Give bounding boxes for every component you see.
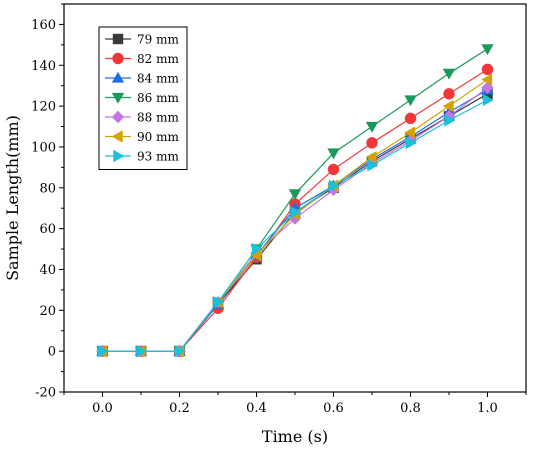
data-point: [365, 150, 377, 164]
y-tick-label: 40: [39, 263, 56, 278]
legend-item: 90 mm: [105, 130, 179, 144]
y-tick-label: 140: [31, 59, 56, 74]
x-tick-label: 0.4: [246, 401, 267, 416]
y-tick-label: 120: [31, 100, 56, 115]
data-point: [443, 88, 455, 100]
data-point: [442, 99, 454, 113]
data-point: [404, 112, 417, 125]
legend-item: 79 mm: [105, 33, 179, 47]
legend-label: 90 mm: [137, 130, 179, 144]
data-point: [213, 295, 225, 309]
data-point: [365, 121, 379, 133]
data-point: [482, 93, 494, 107]
legend: 79 mm 82 mm 84 mm 86 mm 88 mm 90 mm 93 mm: [98, 26, 188, 170]
y-tick-label: 0: [48, 345, 56, 360]
x-axis-title: Time (s): [262, 427, 328, 446]
x-tick-label: 1.0: [477, 401, 498, 416]
data-point: [290, 206, 302, 219]
data-point: [481, 63, 494, 76]
legend-item: 86 mm: [105, 91, 179, 105]
data-point: [442, 68, 456, 80]
legend-marker: [112, 33, 124, 45]
data-point: [442, 110, 456, 123]
legend-item: 93 mm: [105, 150, 179, 164]
series-93-mm: [97, 93, 494, 358]
legend-marker: [113, 149, 125, 163]
legend-item: 82 mm: [105, 52, 179, 66]
y-axis-title: Sample Length(mm): [3, 115, 22, 281]
legend-marker: [111, 71, 125, 83]
legend-item: 88 mm: [105, 111, 179, 125]
y-tick-label: 80: [39, 181, 56, 196]
legend-label: 86 mm: [137, 91, 179, 105]
legend-marker: [111, 92, 125, 104]
legend-label: 79 mm: [137, 33, 179, 47]
legend-marker: [112, 52, 124, 65]
data-point: [174, 344, 186, 358]
legend-label: 93 mm: [137, 150, 179, 164]
legend-marker: [111, 110, 125, 124]
data-point: [136, 344, 148, 358]
data-point: [481, 73, 493, 86]
data-point: [405, 136, 417, 150]
y-tick-label: 20: [39, 304, 56, 319]
data-point: [328, 179, 340, 192]
x-axis: 0.0 0.2 0.4 0.6 0.8 1.0: [63, 392, 527, 416]
y-axis: -20 0 20 40 60 80 100 120 140 160: [31, 3, 64, 401]
x-tick-label: 0.8: [400, 401, 421, 416]
data-point: [366, 137, 378, 149]
data-point: [481, 44, 494, 56]
data-point: [250, 248, 262, 262]
legend-label: 88 mm: [137, 111, 179, 125]
data-point: [327, 163, 340, 176]
legend-item: 84 mm: [105, 72, 179, 86]
data-point: [481, 81, 494, 94]
x-tick-label: 0.6: [323, 401, 344, 416]
y-tick-label: 60: [39, 222, 56, 237]
data-point: [327, 148, 340, 160]
data-point: [251, 242, 263, 256]
data-point: [97, 344, 109, 358]
data-point: [404, 95, 417, 107]
legend-box: [98, 26, 188, 170]
series-layer: [96, 44, 494, 358]
data-point: [288, 212, 302, 225]
y-tick-label: 100: [31, 140, 56, 155]
y-tick-label: 160: [31, 18, 56, 33]
legend-label: 84 mm: [137, 72, 179, 86]
data-point: [444, 114, 456, 127]
data-point: [288, 189, 302, 201]
y-tick-label: -20: [35, 386, 56, 401]
x-tick-label: 0.2: [169, 401, 190, 416]
data-point: [404, 126, 416, 139]
data-point: [367, 159, 379, 172]
x-tick-label: 0.0: [92, 401, 113, 416]
legend-marker: [111, 130, 123, 143]
legend-label: 82 mm: [137, 52, 179, 66]
